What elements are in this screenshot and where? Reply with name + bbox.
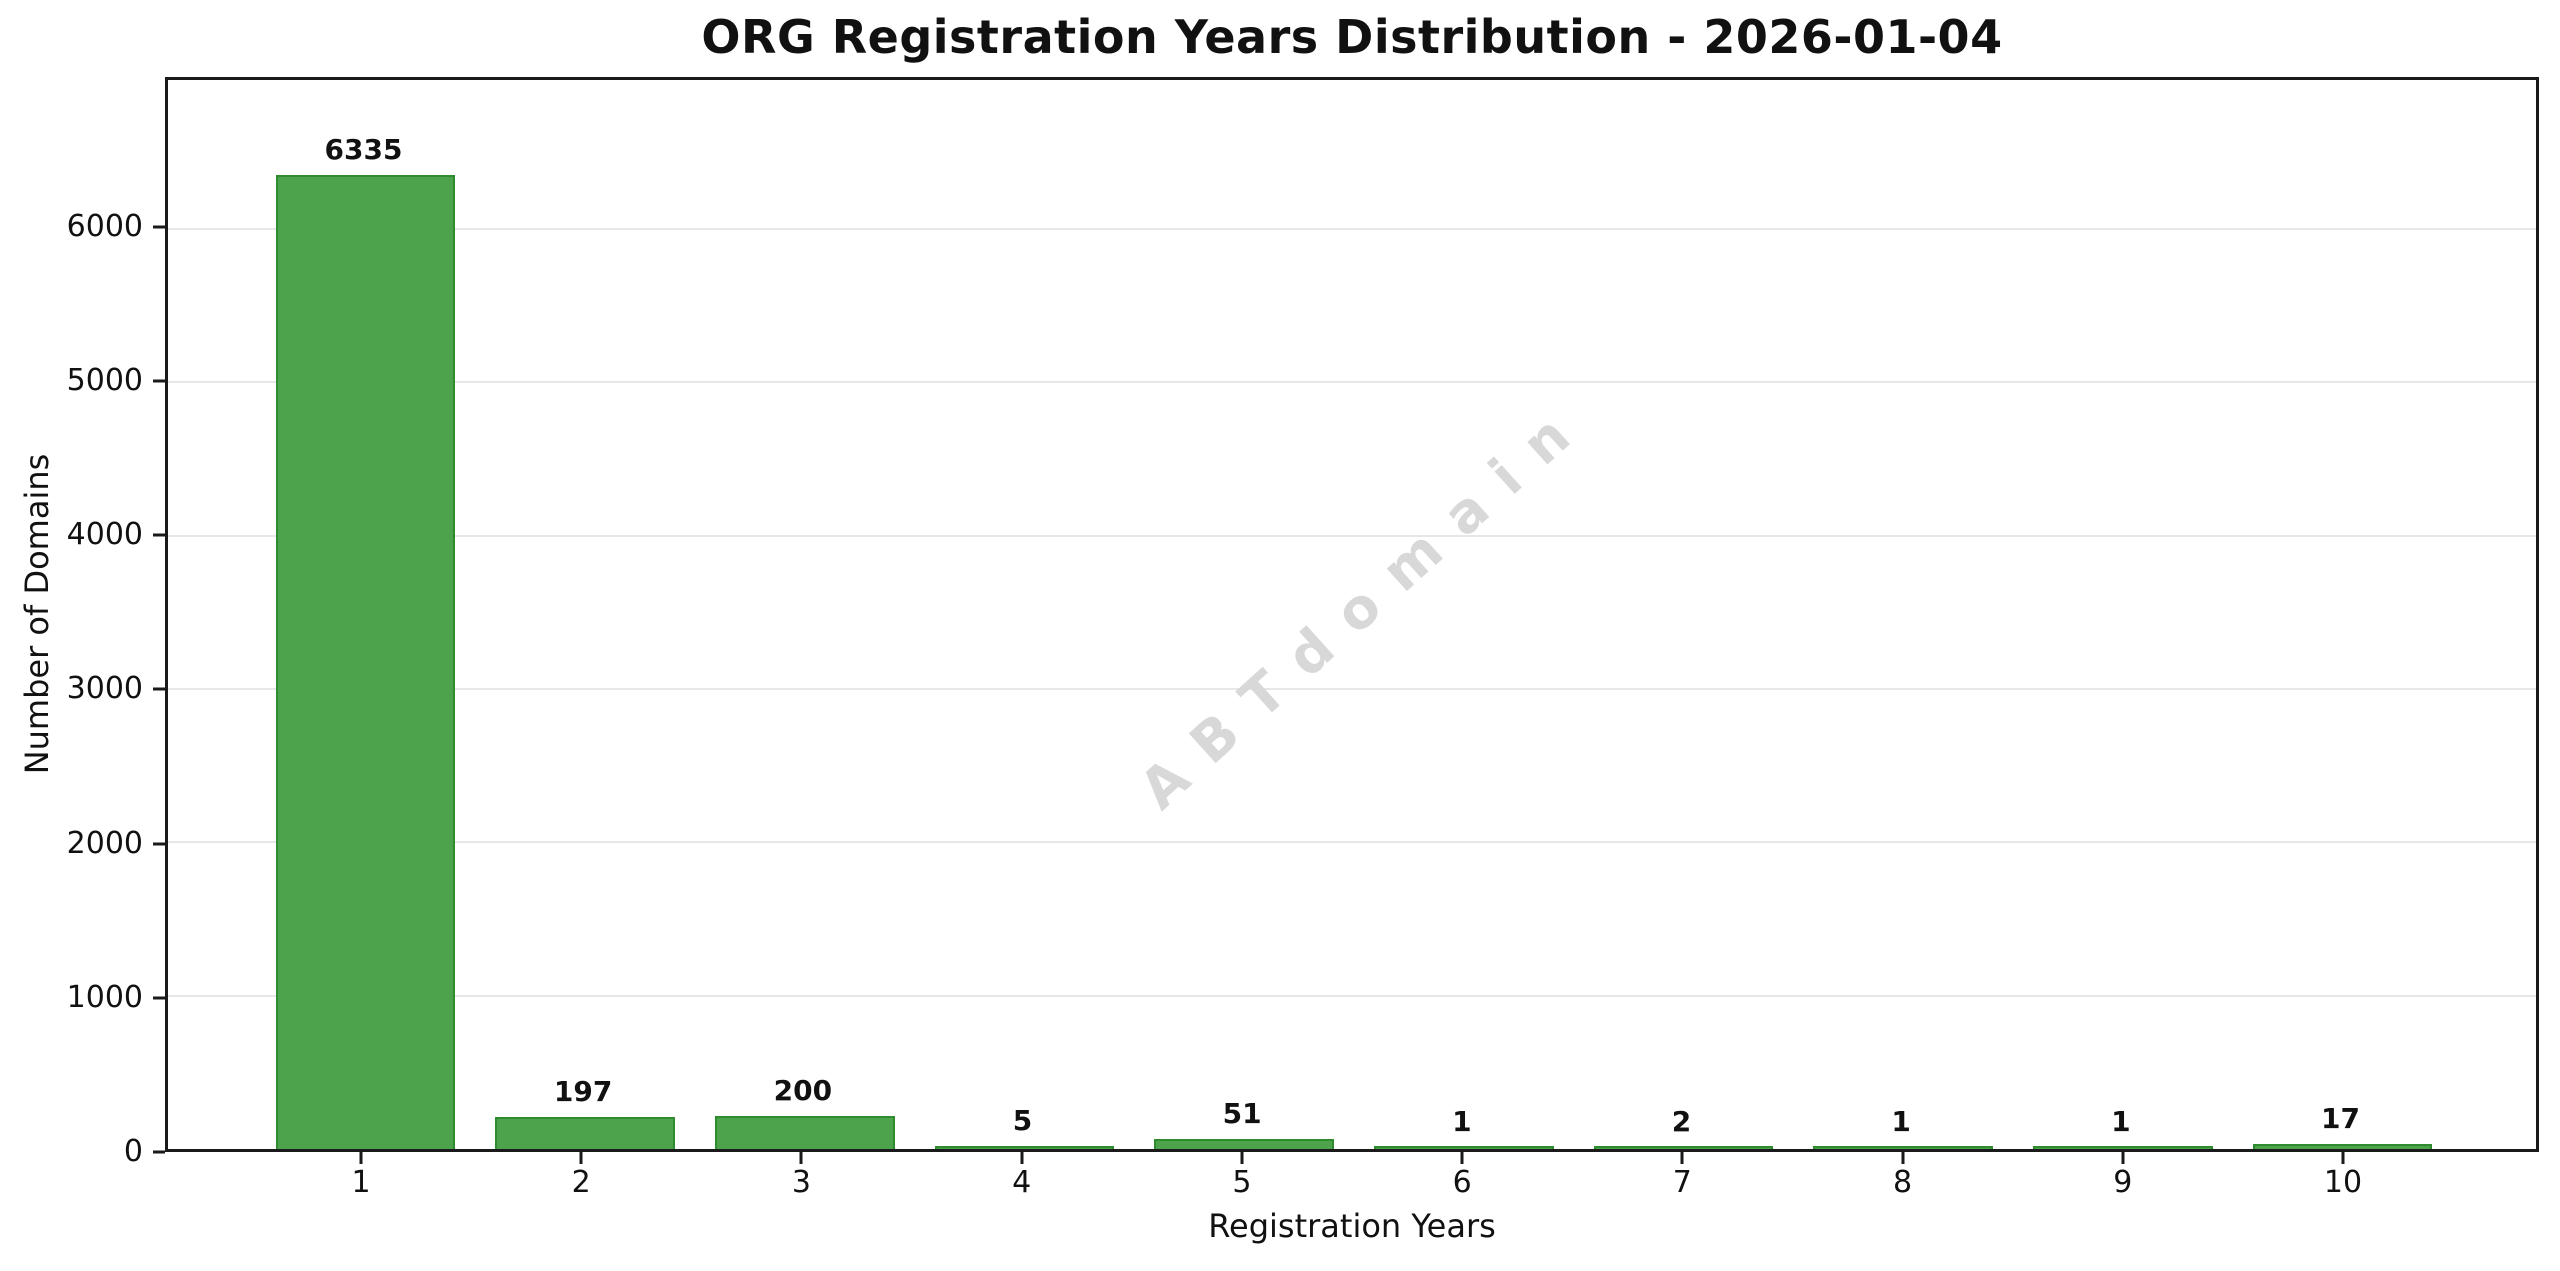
bar-value-label: 6335	[324, 133, 403, 167]
bar-value-label: 1	[1452, 1104, 1472, 1138]
watermark-text: ABTdomain	[1127, 386, 1601, 822]
x-tick	[1460, 1152, 1464, 1164]
x-tick-label: 2	[571, 1165, 591, 1200]
plot-area: ABTdomain 6335 197 200 5 51 1 2 1 1 17	[165, 77, 2539, 1152]
gridline	[168, 841, 2536, 844]
gridline	[168, 994, 2536, 997]
y-axis: 0 1000 2000 3000 4000 5000 6000	[0, 77, 165, 1167]
y-tick-label: 4000	[66, 517, 143, 553]
y-tick-label: 5000	[66, 362, 143, 398]
y-tick	[153, 225, 165, 229]
x-tick	[799, 1152, 803, 1164]
bar	[495, 1116, 676, 1149]
x-tick-label: 9	[2113, 1165, 2133, 1200]
x-tick-label: 5	[1232, 1165, 1252, 1200]
x-tick-label: 3	[791, 1165, 811, 1200]
gridline	[168, 381, 2536, 384]
bar-value-label: 2	[1671, 1104, 1692, 1138]
gridline	[168, 227, 2536, 230]
bar	[2032, 1146, 2213, 1149]
bar	[2252, 1144, 2433, 1149]
bar	[275, 175, 456, 1149]
x-tick	[359, 1152, 363, 1164]
bar-value-label: 17	[2321, 1102, 2360, 1136]
y-tick-label: 1000	[66, 979, 143, 1015]
bar	[1593, 1146, 1774, 1149]
x-axis: 1 2 3 4 5 6 7 8 9 10	[165, 1152, 2539, 1232]
x-tick	[579, 1152, 583, 1164]
x-tick	[1680, 1152, 1684, 1164]
x-tick-label: 6	[1452, 1165, 1472, 1200]
y-tick-label: 3000	[66, 671, 143, 707]
y-tick-label: 6000	[66, 208, 143, 244]
bar-value-label: 200	[773, 1074, 833, 1108]
x-tick	[1901, 1152, 1905, 1164]
y-tick-label: 2000	[66, 825, 143, 861]
bar	[1373, 1146, 1554, 1149]
y-tick	[153, 1150, 165, 1154]
y-axis-label: Number of Domains	[18, 453, 56, 775]
x-tick-label: 1	[351, 1165, 371, 1200]
y-tick	[153, 533, 165, 537]
x-axis-label: Registration Years	[1208, 1207, 1496, 1245]
bar-value-label: 1	[1891, 1104, 1911, 1138]
bar	[1154, 1139, 1335, 1149]
y-tick	[153, 379, 165, 383]
y-tick	[153, 996, 165, 1000]
y-tick-label: 0	[123, 1134, 143, 1169]
y-tick	[153, 687, 165, 691]
x-tick	[1020, 1152, 1024, 1164]
bar-value-label: 51	[1222, 1097, 1262, 1131]
x-tick	[1240, 1152, 1244, 1164]
bar	[714, 1116, 895, 1149]
chart-title: ORG Registration Years Distribution - 20…	[701, 10, 2003, 64]
bar-value-label: 5	[1012, 1104, 1033, 1138]
y-tick	[153, 842, 165, 846]
x-tick-label: 10	[2323, 1165, 2363, 1200]
bar	[1813, 1146, 1994, 1149]
bar-value-label: 197	[553, 1074, 613, 1108]
gridline	[168, 534, 2536, 537]
gridline	[168, 687, 2536, 690]
x-tick	[2121, 1152, 2125, 1164]
x-tick-label: 4	[1012, 1165, 1032, 1200]
x-tick	[2341, 1152, 2345, 1164]
bar	[934, 1146, 1115, 1149]
x-tick-label: 8	[1893, 1165, 1913, 1200]
x-tick-label: 7	[1672, 1165, 1692, 1200]
bar-value-label: 1	[2111, 1104, 2131, 1138]
